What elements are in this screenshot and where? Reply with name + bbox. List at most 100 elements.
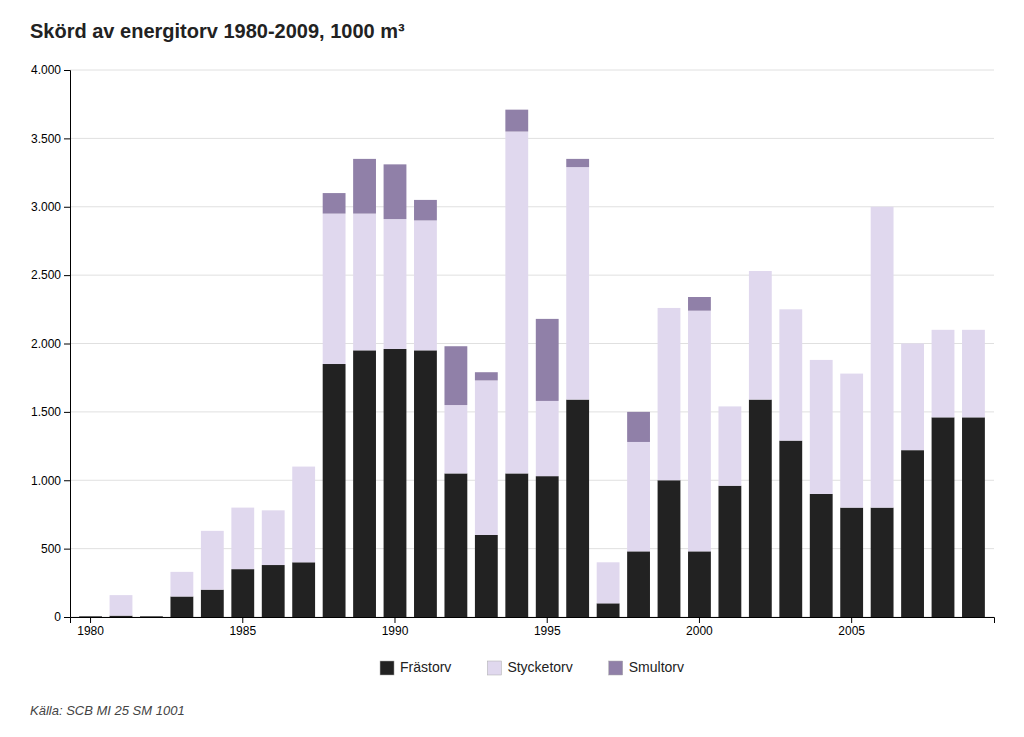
bar xyxy=(505,473,528,617)
bar xyxy=(901,450,924,617)
bar xyxy=(688,551,711,617)
tick: 1995 xyxy=(534,617,561,638)
bar xyxy=(779,309,802,440)
bar xyxy=(536,319,559,401)
tick-label: 3.000 xyxy=(31,200,61,214)
bar xyxy=(597,603,620,617)
bars xyxy=(79,110,985,617)
bar xyxy=(688,297,711,311)
bar xyxy=(658,480,681,617)
tick-label: 1.500 xyxy=(31,405,61,419)
tick: 4.000 xyxy=(31,63,70,77)
bar xyxy=(140,616,163,617)
tick-mark xyxy=(64,138,70,139)
bar xyxy=(505,110,528,132)
bar xyxy=(292,467,315,563)
grid-line xyxy=(70,275,994,276)
tick: 1990 xyxy=(382,617,409,638)
bar xyxy=(79,616,102,617)
bar xyxy=(536,401,559,476)
bar xyxy=(414,220,437,350)
tick-label: 2000 xyxy=(686,624,713,638)
bar xyxy=(262,510,285,511)
legend-label: Frästorv xyxy=(400,659,451,675)
bar xyxy=(231,569,254,617)
bar xyxy=(444,346,467,405)
bar xyxy=(231,507,254,508)
bar xyxy=(901,343,924,344)
tick: 3.000 xyxy=(31,200,70,214)
bar xyxy=(231,508,254,570)
legend-swatch xyxy=(609,661,623,675)
tick-label: 1990 xyxy=(382,624,409,638)
tick: 1.500 xyxy=(31,405,70,419)
bar xyxy=(627,442,650,551)
bar xyxy=(779,441,802,617)
bar xyxy=(688,311,711,552)
bar xyxy=(110,595,133,616)
tick: 1985 xyxy=(229,617,256,638)
tick: 2.500 xyxy=(31,268,70,282)
bar xyxy=(566,159,589,167)
bar xyxy=(444,405,467,473)
bar xyxy=(110,616,133,617)
bar xyxy=(262,565,285,617)
bar xyxy=(170,596,193,617)
grid-line xyxy=(70,138,994,139)
grid-line xyxy=(70,343,994,344)
tick-mark xyxy=(64,344,70,345)
bar xyxy=(932,417,955,617)
series xyxy=(110,132,985,616)
axis-line xyxy=(64,71,71,618)
bar xyxy=(566,400,589,617)
bar xyxy=(414,200,437,221)
tick-label: 2.000 xyxy=(31,337,61,351)
bar xyxy=(597,562,620,603)
tick: 1.000 xyxy=(31,474,70,488)
bar xyxy=(597,562,620,563)
tick-mark xyxy=(242,617,243,623)
bar xyxy=(353,159,376,214)
bar xyxy=(201,531,224,590)
tick-label: 3.500 xyxy=(31,132,61,146)
tick-label: 2005 xyxy=(838,624,865,638)
bar xyxy=(871,508,894,617)
tick-mark xyxy=(64,549,70,550)
tick: 3.500 xyxy=(31,132,70,146)
bar xyxy=(718,406,741,407)
bar xyxy=(170,571,193,572)
bar xyxy=(323,364,346,617)
tick-mark xyxy=(64,480,70,481)
bar xyxy=(140,616,163,617)
bar xyxy=(262,510,285,565)
bar xyxy=(932,329,955,330)
grid-line xyxy=(70,70,994,71)
tick-label: 0 xyxy=(54,610,61,624)
bar xyxy=(475,372,498,380)
bar xyxy=(840,373,863,374)
tick-mark xyxy=(64,617,70,618)
grid-line xyxy=(70,206,994,207)
bar xyxy=(962,329,985,330)
x-axis: 198019851990199520002005 xyxy=(71,617,995,638)
series xyxy=(323,110,711,442)
bar xyxy=(718,406,741,485)
tick: 0 xyxy=(54,610,70,624)
bar xyxy=(810,494,833,617)
chart: Skörd av energitorv 1980-2009, 1000 m³05… xyxy=(0,0,1024,737)
legend-label: Stycketorv xyxy=(507,659,572,675)
tick-label: 1.000 xyxy=(31,474,61,488)
bar xyxy=(170,572,193,597)
axis-line xyxy=(71,618,995,624)
series xyxy=(79,349,985,617)
bar xyxy=(444,473,467,617)
bar xyxy=(658,307,681,308)
bar xyxy=(932,330,955,418)
tick-label: 4.000 xyxy=(31,63,61,77)
bar xyxy=(536,476,559,617)
tick: 500 xyxy=(41,542,70,556)
legend-label: Smultorv xyxy=(629,659,684,675)
bar xyxy=(475,535,498,617)
bar xyxy=(475,380,498,535)
bar xyxy=(505,132,528,474)
